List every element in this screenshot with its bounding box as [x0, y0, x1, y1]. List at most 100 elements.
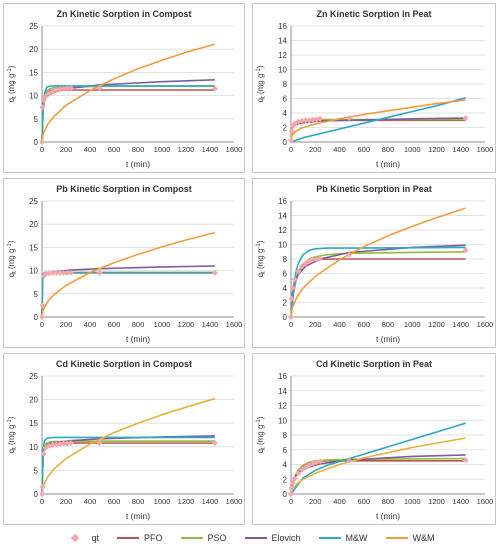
y-tick-label: 0	[283, 490, 288, 499]
qt-point	[317, 115, 324, 122]
legend-swatch	[71, 533, 80, 543]
qt-point	[39, 314, 45, 320]
x-tick-label: 800	[132, 497, 145, 506]
chart-svg: Pb Kinetic Sorption in Peat 0 2 4 6 8 10 12 14 16…	[256, 184, 494, 344]
x-tick-label: 1400	[202, 145, 219, 154]
qt-point	[291, 276, 298, 283]
chart-panel: Zn Kinetic Sorption in Peat 0 2 4 6 8 10 12 14 16…	[252, 3, 496, 173]
x-tick-label: 1400	[452, 320, 469, 329]
x-axis-label: t (min)	[126, 159, 150, 169]
qt-point	[60, 440, 67, 447]
y-tick-label: 0	[283, 313, 288, 322]
qt-point	[67, 440, 74, 447]
x-tick-label: 600	[108, 320, 121, 329]
qt-point	[346, 251, 353, 258]
qt-point	[306, 462, 313, 469]
x-tick-label: 0	[40, 320, 44, 329]
x-tick-label: 1200	[178, 497, 195, 506]
y-tick-label: 0	[34, 313, 39, 322]
qt-point	[288, 485, 295, 492]
x-tick-label: 1600	[226, 145, 243, 154]
y-axis-label: qt (mg g-1)	[256, 65, 267, 102]
y-tick-label: 10	[29, 443, 38, 452]
legend-item: W&M	[385, 533, 435, 543]
x-tick-label: 1600	[477, 320, 494, 329]
qt-point	[288, 491, 294, 497]
qt-point	[291, 475, 298, 482]
chart-title: Cd Kinetic Sorption in Compost	[56, 359, 192, 369]
qt-point	[317, 458, 324, 465]
qt-point	[60, 269, 67, 276]
y-axis-label: qt (mg g-1)	[7, 416, 18, 453]
x-tick-label: 1000	[404, 320, 421, 329]
legend-label: M&W	[345, 533, 368, 543]
series-line	[41, 43, 216, 143]
y-tick-label: 14	[278, 212, 287, 221]
x-tick-label: 200	[309, 145, 322, 154]
qt-point	[309, 256, 316, 263]
x-tick-label: 1600	[226, 497, 243, 506]
series-line	[290, 207, 466, 318]
series-line	[41, 272, 215, 318]
y-tick-label: 10	[29, 267, 38, 276]
y-axis-label: qt (mg g-1)	[7, 65, 18, 102]
chart-svg: Cd Kinetic Sorption in Compost 0 5 10 15 20 25…	[7, 359, 243, 521]
x-tick-label: 0	[289, 145, 293, 154]
series-line	[290, 244, 466, 310]
qt-point	[42, 93, 49, 100]
qt-point	[42, 270, 49, 277]
x-tick-label: 1200	[178, 320, 195, 329]
x-axis-label: t (min)	[376, 511, 400, 521]
qt-point	[67, 269, 74, 276]
qt-point	[298, 117, 305, 124]
qt-point	[49, 269, 56, 276]
y-tick-label: 16	[278, 197, 287, 206]
x-axis-label: t (min)	[376, 159, 400, 169]
legend-label: W&M	[412, 533, 435, 543]
qt-point	[57, 440, 63, 447]
chart-svg: Cd Kinetic Sorption in Peat 0 2 4 6 8 10 12 14 16…	[256, 359, 494, 521]
chart-svg: Zn Kinetic Sorption in Peat 0 2 4 6 8 10 12 14 16…	[256, 9, 494, 169]
qt-point	[346, 457, 353, 464]
qt-point	[64, 269, 71, 276]
series-line	[41, 436, 215, 495]
x-tick-label: 400	[84, 145, 97, 154]
chart-panel: Cd Kinetic Sorption in Peat 0 2 4 6 8 10 12 14 16…	[252, 353, 496, 525]
series-line	[290, 97, 466, 143]
legend-item: Elovich	[244, 533, 301, 543]
x-tick-label: 200	[60, 145, 73, 154]
x-tick-label: 400	[84, 497, 97, 506]
qt-point	[289, 123, 296, 130]
x-axis-label: t (min)	[376, 334, 400, 344]
y-tick-label: 12	[278, 402, 287, 411]
legend-item: PFO	[116, 533, 163, 543]
x-tick-label: 1600	[477, 497, 494, 506]
chart-panel: Zn Kinetic Sorption in Compost 0 5 10 15 20 25…	[3, 3, 245, 173]
x-tick-label: 400	[333, 320, 346, 329]
y-tick-label: 20	[29, 396, 38, 405]
qt-point	[39, 139, 45, 145]
x-tick-label: 1400	[202, 497, 219, 506]
x-tick-label: 1600	[477, 145, 494, 154]
y-tick-label: 4	[283, 461, 288, 470]
qt-point	[39, 483, 46, 490]
x-tick-label: 800	[132, 320, 145, 329]
qt-point	[96, 440, 103, 447]
x-tick-label: 1000	[154, 145, 171, 154]
y-tick-label: 12	[278, 51, 287, 60]
y-tick-label: 2	[283, 299, 288, 308]
y-axis-label: qt (mg g-1)	[256, 240, 267, 277]
x-tick-label: 0	[289, 497, 293, 506]
qt-point	[64, 440, 71, 447]
chart-title: Zn Kinetic Sorption in Compost	[57, 9, 192, 19]
legend-label: qt	[91, 533, 99, 543]
y-tick-label: 10	[29, 92, 38, 101]
legend-swatch	[180, 537, 203, 539]
y-tick-label: 15	[29, 68, 38, 77]
y-tick-label: 16	[278, 22, 287, 31]
x-tick-label: 200	[60, 320, 73, 329]
qt-point	[288, 128, 295, 135]
qt-point	[211, 269, 218, 276]
qt-point	[49, 441, 56, 448]
x-tick-label: 600	[357, 145, 370, 154]
